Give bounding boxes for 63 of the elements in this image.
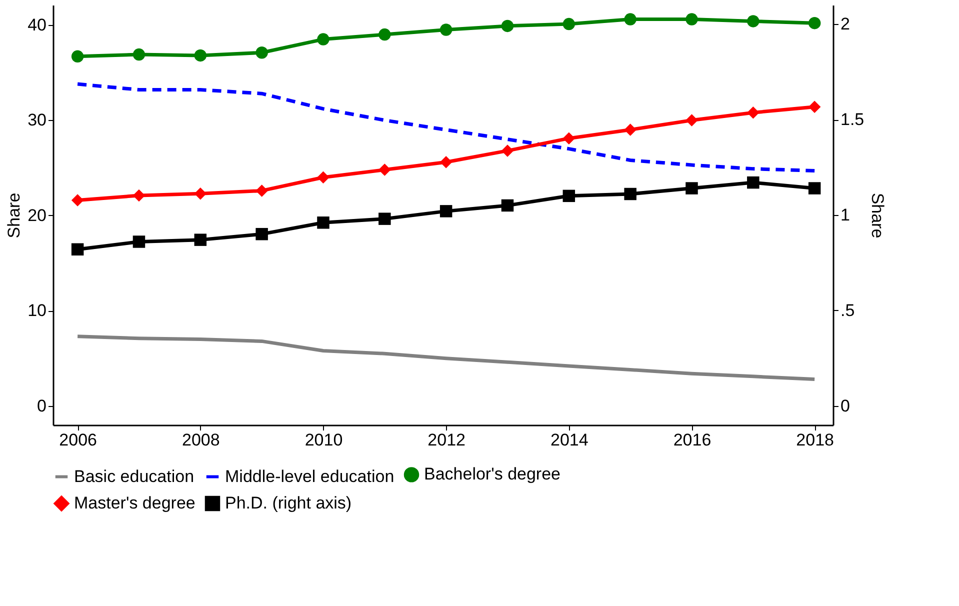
x-tick-label: 2008 (182, 430, 220, 450)
point (132, 236, 146, 248)
point (256, 184, 268, 197)
line-series (76, 82, 816, 172)
point (501, 199, 514, 212)
point (71, 50, 84, 63)
y2-tick-label: 1.5 (840, 110, 864, 130)
legend-label: Basic education (74, 466, 194, 486)
point (132, 48, 146, 61)
y2-tick-label: 2 (840, 14, 850, 34)
y2-tick-label: .5 (840, 300, 855, 320)
point (194, 49, 207, 62)
point (747, 106, 760, 119)
legend-label: Master's degree (74, 494, 196, 512)
y-axis-title: Share (4, 192, 24, 238)
point (378, 212, 391, 225)
line-series (76, 334, 816, 382)
x-tick-label: 2012 (428, 430, 466, 450)
point (378, 164, 391, 176)
point (194, 234, 207, 246)
point (747, 15, 760, 28)
point (440, 205, 452, 218)
point (624, 13, 636, 26)
x-tick-label: 2018 (796, 430, 834, 450)
legend-label: Bachelor's degree (424, 464, 560, 484)
point (686, 182, 698, 194)
point (71, 194, 84, 206)
point (256, 46, 268, 59)
y-tick-label: 30 (28, 110, 46, 130)
y-tick-label: 0 (37, 396, 46, 416)
point (624, 188, 636, 200)
point (317, 216, 330, 229)
point (747, 176, 760, 189)
point (378, 28, 391, 41)
x-tick-label: 2014 (550, 430, 588, 450)
y2-tick-label: 1 (840, 206, 850, 224)
point (440, 156, 452, 168)
point (562, 18, 576, 30)
point (686, 114, 698, 126)
point (808, 182, 821, 194)
x-tick-label: 2006 (59, 430, 97, 450)
y-tick-label: 40 (28, 16, 46, 34)
point (808, 100, 821, 114)
x-tick-label: 2016 (673, 430, 712, 450)
point (317, 171, 330, 184)
point (501, 20, 514, 32)
point (317, 33, 330, 46)
y2-tick-label: 0 (840, 396, 850, 416)
point (808, 16, 821, 30)
y-tick-label: 20 (28, 206, 46, 225)
legend-label: Ph.D. (right axis) (225, 494, 352, 512)
point (562, 132, 576, 144)
point (71, 243, 84, 256)
point (624, 124, 636, 136)
point (562, 190, 576, 202)
point (256, 228, 268, 240)
y-tick-label: 10 (28, 301, 46, 320)
y2-axis-title: Share (868, 192, 888, 238)
legend-label: Middle-level education (225, 466, 394, 486)
x-tick-label: 2010 (304, 430, 343, 450)
point (501, 144, 514, 157)
point (686, 13, 698, 26)
point (440, 24, 452, 36)
